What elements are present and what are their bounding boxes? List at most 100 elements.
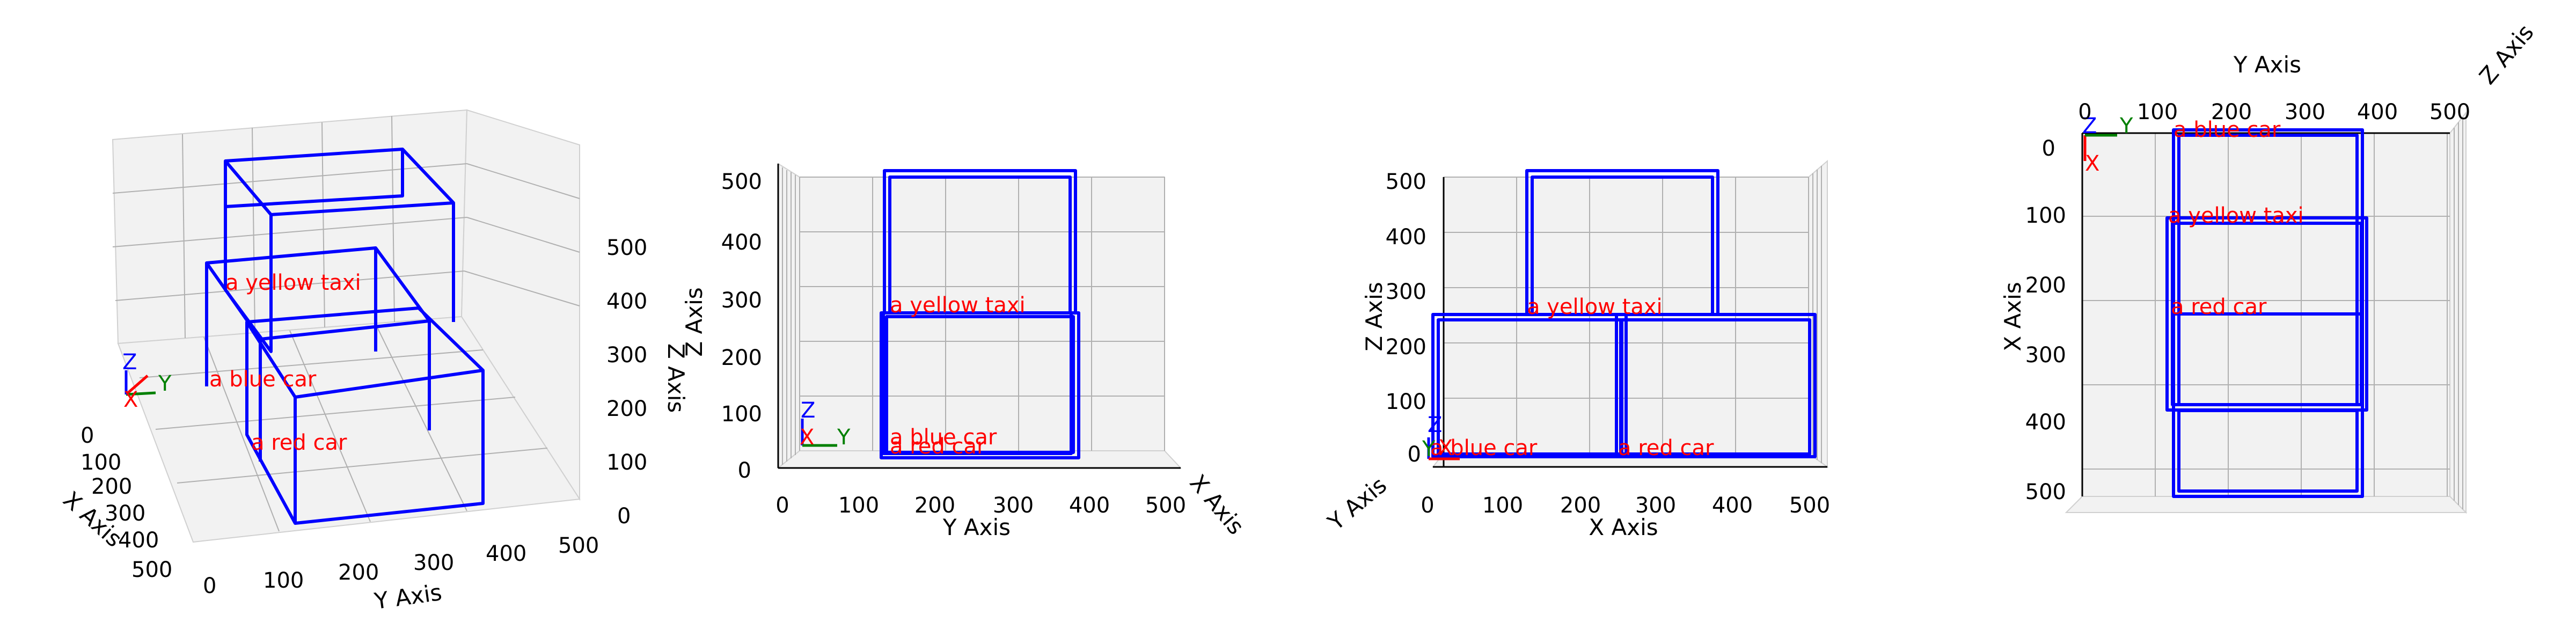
gizmo-z: Z [122, 350, 137, 375]
z-tick-300: 300 [1386, 280, 1426, 304]
y-tick-0: 0 [203, 574, 216, 598]
y-tick-0: 0 [775, 493, 789, 518]
x-tick-0: 0 [80, 423, 94, 448]
y-tick-100: 100 [2137, 100, 2178, 125]
y-tick-500: 500 [2429, 100, 2470, 125]
z-tick-300: 300 [606, 343, 647, 368]
x-ticks: 0 100 200 300 400 500 [2025, 136, 2066, 504]
y-tick-300: 300 [2285, 100, 2325, 125]
z-tick-0: 0 [738, 458, 751, 483]
gizmo-z: Z [2082, 114, 2097, 138]
panel-side: a yellow taxi a blue car a red car Z X Y… [1322, 159, 1830, 540]
depth-axis-label: Y Axis [1322, 472, 1392, 536]
x-tick-300: 300 [2025, 343, 2066, 368]
x-tick-300: 300 [105, 501, 145, 526]
z-ticks: 0 100 200 300 400 500 [1386, 170, 1426, 467]
y-axis-label: Y Axis [372, 579, 444, 614]
x-tick-100: 100 [80, 450, 121, 475]
z-axis-label: Z Axis [1361, 282, 1387, 351]
x-ticks: 0 100 200 300 400 500 [80, 423, 172, 582]
x-tick-200: 200 [1560, 493, 1601, 518]
y-tick-500: 500 [558, 533, 599, 558]
obj-label-blue-car: a blue car [2174, 118, 2281, 142]
obj-label-yellow-taxi: a yellow taxi [225, 270, 361, 295]
x-tick-200: 200 [2025, 273, 2066, 298]
obj-label-red-car: a red car [890, 434, 986, 459]
z-axis-label: Z Axis [681, 287, 707, 356]
y-tick-200: 200 [914, 493, 955, 518]
x-tick-500: 500 [1789, 493, 1830, 518]
x-tick-100: 100 [1482, 493, 1523, 518]
axis-gizmo: Z Y X [2082, 114, 2133, 176]
y-axis-label: Y Axis [942, 514, 1011, 540]
gizmo-z: Z [801, 398, 815, 423]
z-tick-0: 0 [1408, 442, 1421, 467]
x-tick-0: 0 [2042, 136, 2055, 161]
z-tick-100: 100 [1386, 390, 1426, 414]
z-tick-300: 300 [721, 288, 762, 313]
z-tick-0: 0 [617, 504, 631, 529]
box-blue-car [882, 311, 1073, 455]
axis-gizmo: X Y Z [122, 350, 172, 412]
gizmo-x: X [800, 425, 814, 450]
y-tick-300: 300 [993, 493, 1034, 518]
x-tick-0: 0 [1421, 493, 1434, 518]
y-tick-400: 400 [2357, 100, 2398, 125]
z-tick-100: 100 [606, 450, 647, 475]
z-tick-400: 400 [1386, 225, 1426, 250]
z-tick-200: 200 [606, 397, 647, 421]
z-axis-label: Z Axis [663, 343, 689, 413]
obj-label-red-car: a red car [1618, 436, 1714, 460]
z-tick-500: 500 [721, 170, 762, 194]
y-tick-500: 500 [1145, 493, 1186, 518]
side-pane [778, 163, 800, 470]
gizmo-y: Y [1422, 437, 1436, 462]
obj-label-blue-car: a blue car [1430, 436, 1538, 460]
y-tick-300: 300 [413, 551, 454, 575]
y-tick-400: 400 [486, 541, 526, 566]
x-tick-400: 400 [1712, 493, 1753, 518]
z-tick-500: 500 [1386, 170, 1426, 194]
z-tick-100: 100 [721, 402, 762, 427]
y-tick-200: 200 [2211, 100, 2252, 125]
z-tick-200: 200 [721, 346, 762, 370]
depth-axis-label: X Axis [1184, 470, 1249, 540]
gizmo-x: X [1438, 436, 1453, 460]
x-tick-100: 100 [2025, 203, 2066, 228]
box-red-car [2172, 312, 2364, 498]
obj-label-yellow-taxi: a yellow taxi [2168, 203, 2304, 228]
obj-label-yellow-taxi: a yellow taxi [1527, 295, 1663, 319]
x-tick-500: 500 [2025, 480, 2066, 504]
gizmo-y: Y [2119, 114, 2133, 138]
gizmo-x: X [2085, 151, 2099, 176]
z-ticks: 0 100 200 300 400 500 [606, 236, 647, 529]
y-ticks: 0 100 200 300 400 500 [2078, 100, 2470, 125]
axis-gizmo: Z X Y [800, 398, 851, 450]
y-tick-400: 400 [1069, 493, 1110, 518]
obj-label-yellow-taxi: a yellow taxi [890, 293, 1026, 318]
y-tick-200: 200 [338, 560, 379, 585]
gizmo-y: Y [837, 425, 851, 450]
box-yellow-taxi [224, 148, 455, 353]
y-ticks: 0 100 200 300 400 500 [203, 533, 599, 598]
x-axis-label: X Axis [2000, 282, 2026, 351]
y-tick-100: 100 [263, 568, 304, 593]
gizmo-z: Z [1428, 413, 1442, 437]
z-tick-400: 400 [606, 289, 647, 314]
z-ticks: 0 100 200 300 400 500 [721, 170, 762, 483]
z-tick-400: 400 [721, 230, 762, 255]
z-tick-500: 500 [606, 236, 647, 260]
panel-top: a blue car a yellow taxi a red car Z Y X… [2000, 19, 2539, 514]
y-tick-100: 100 [838, 493, 879, 518]
y-ticks: 0 100 200 300 400 500 [775, 493, 1186, 518]
x-ticks: 0 100 200 300 400 500 [1421, 493, 1830, 518]
obj-label-red-car: a red car [251, 430, 347, 455]
obj-label-red-car: a red car [2171, 295, 2267, 319]
box-red-car [245, 306, 485, 525]
floor-pane [2065, 496, 2468, 513]
obj-label-blue-car: a blue car [209, 367, 317, 392]
panel-perspective: a yellow taxi a blue car a red car X Y Z… [58, 109, 689, 614]
axis-gizmo: Z X Y [1422, 413, 1460, 462]
x-tick-400: 400 [2025, 410, 2066, 435]
depth-axis-label: Z Axis [2474, 19, 2539, 90]
